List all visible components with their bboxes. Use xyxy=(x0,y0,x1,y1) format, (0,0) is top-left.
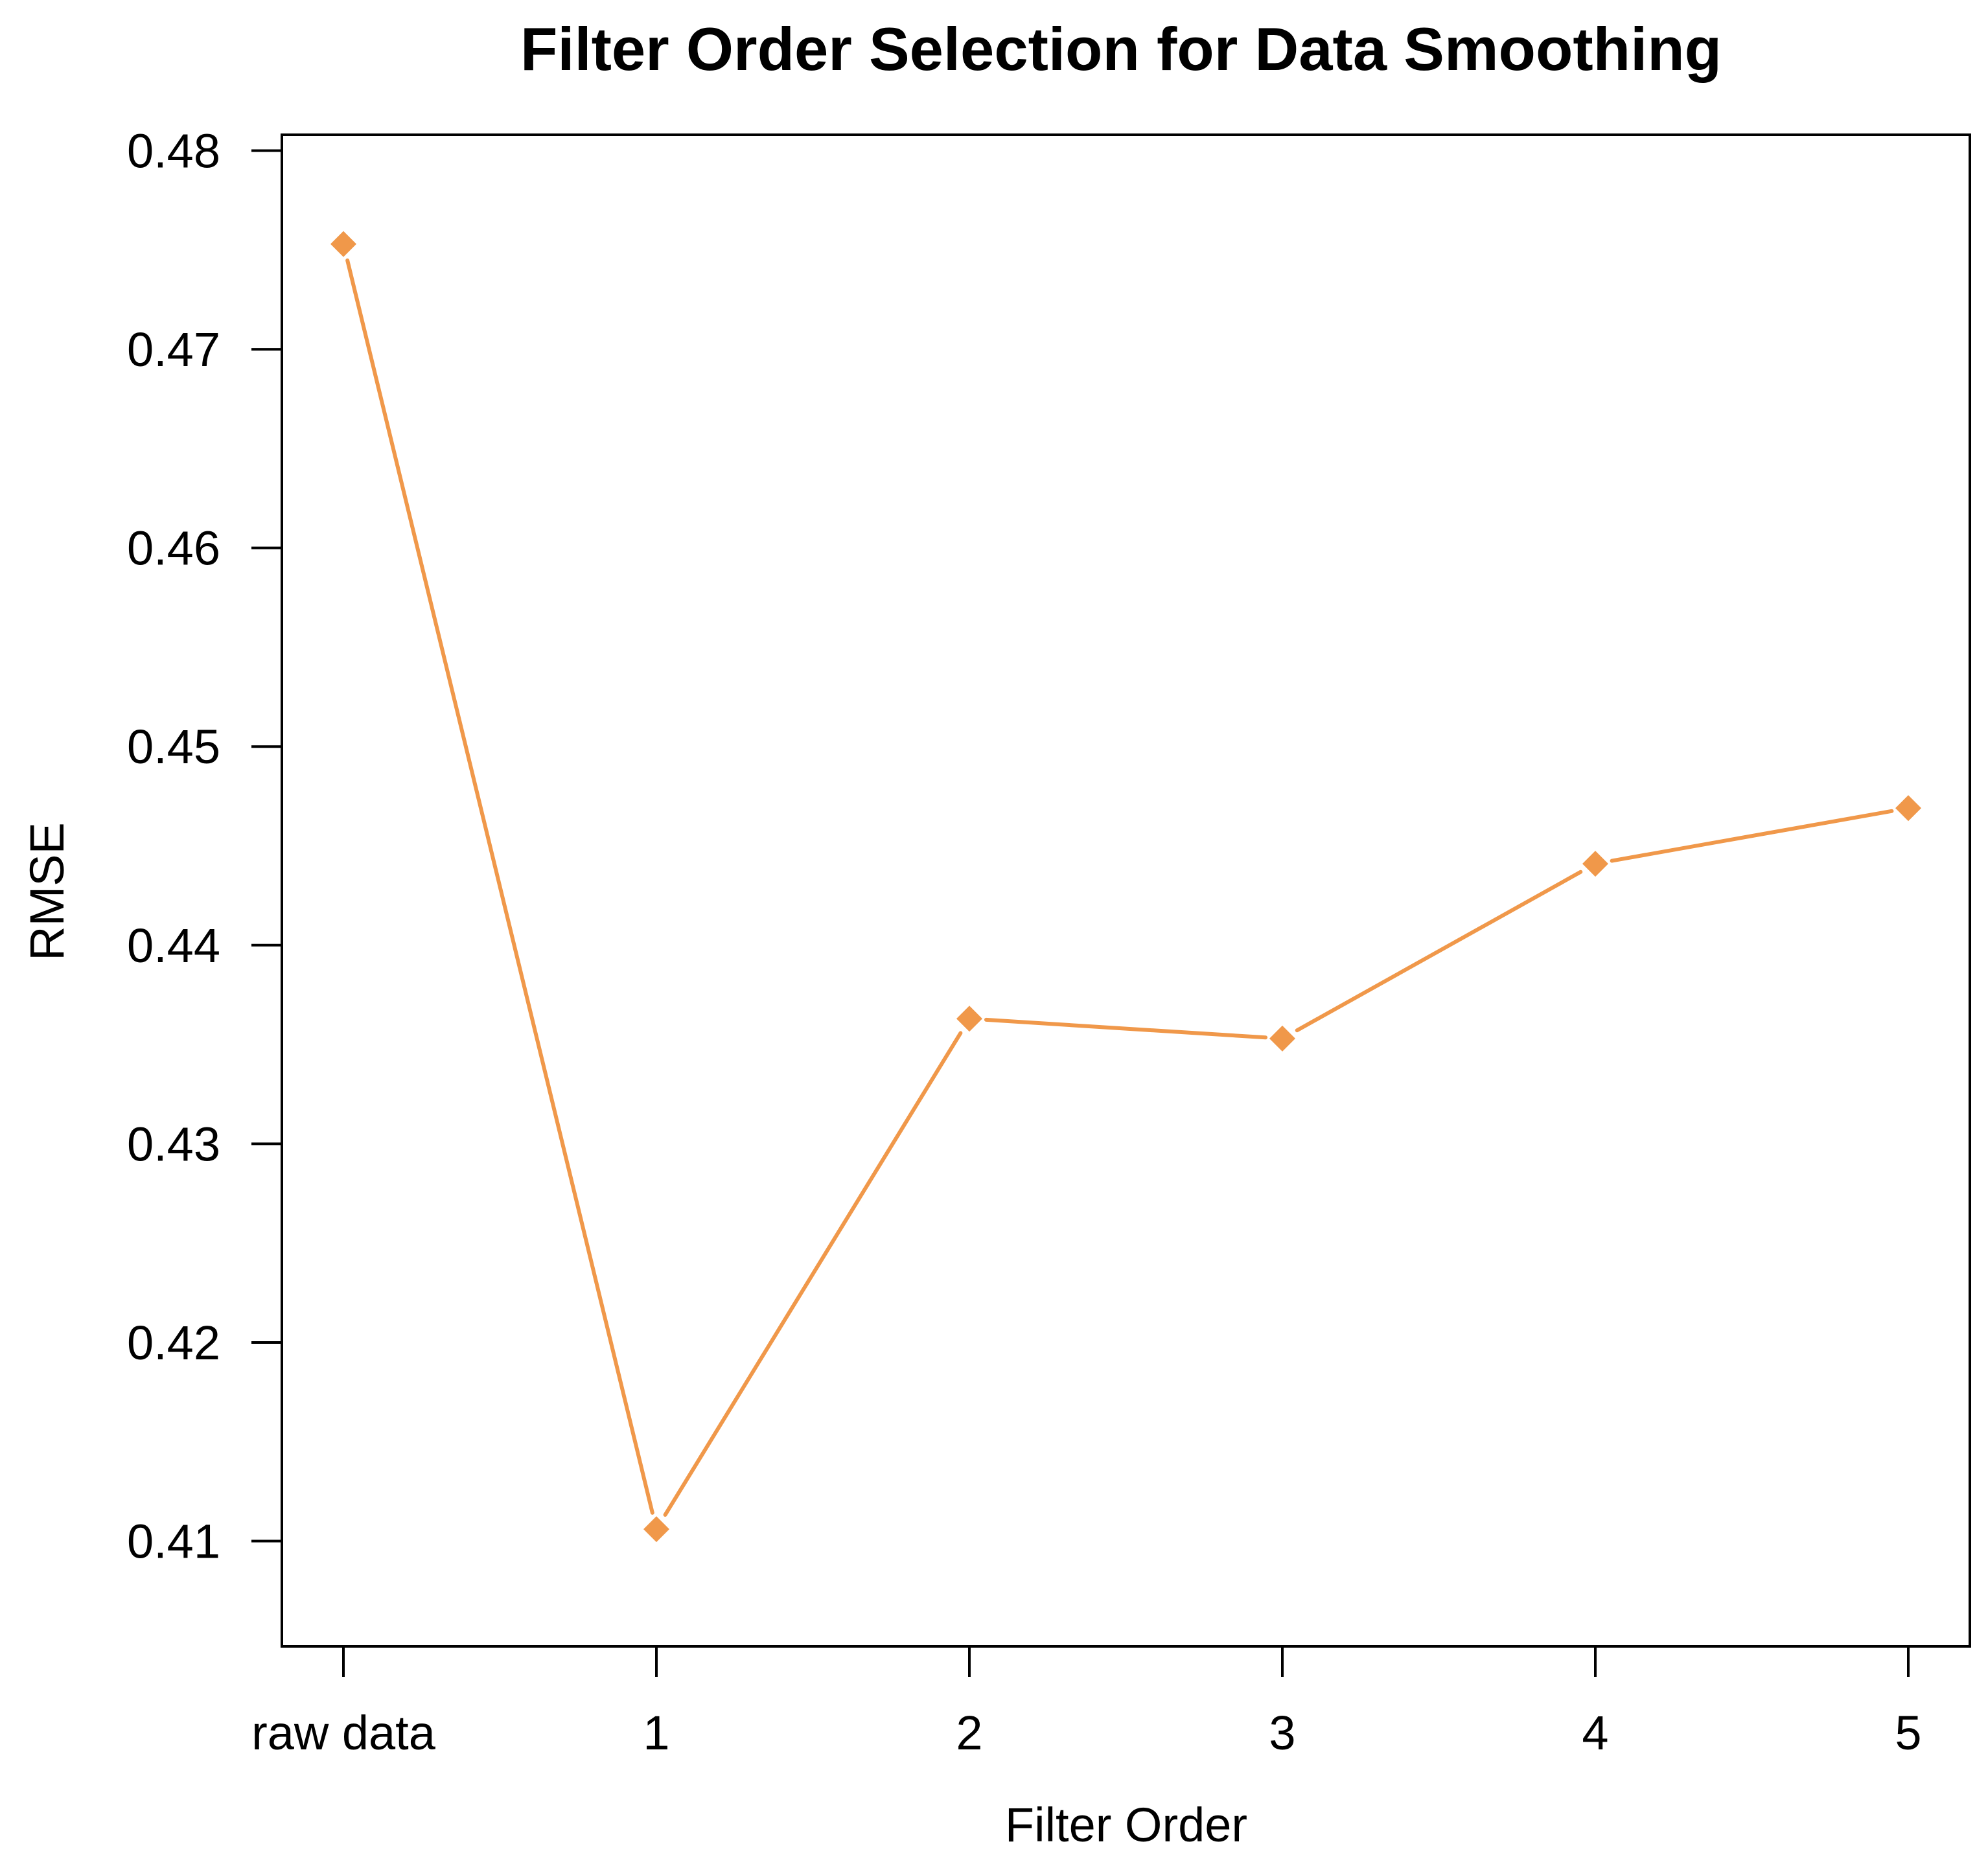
x-tick-label: 1 xyxy=(643,1706,669,1760)
y-tick-label: 0.48 xyxy=(127,124,220,178)
series-line-segment xyxy=(1610,809,1894,863)
x-tick-label: raw data xyxy=(251,1706,436,1760)
series-line-segment xyxy=(1295,870,1583,1033)
series-line-segment xyxy=(663,1031,963,1517)
y-tick-label: 0.47 xyxy=(127,323,220,376)
x-tick-label: 4 xyxy=(1582,1706,1608,1760)
data-point-marker xyxy=(1582,851,1608,877)
y-tick-label: 0.45 xyxy=(127,720,220,774)
y-tick-label: 0.42 xyxy=(127,1316,220,1370)
x-axis: raw data 1 2 3 4 5 xyxy=(251,1645,1922,1760)
y-tick-label: 0.43 xyxy=(127,1117,220,1171)
x-axis-label: Filter Order xyxy=(1005,1798,1247,1852)
data-point-marker xyxy=(643,1516,669,1543)
y-axis-label: RMSE xyxy=(20,822,74,961)
data-point-marker xyxy=(1895,795,1921,822)
x-tick-label: 2 xyxy=(956,1706,982,1760)
series-line-segment xyxy=(984,1017,1268,1040)
chart-title: Filter Order Selection for Data Smoothin… xyxy=(520,15,1722,83)
data-point-marker xyxy=(1269,1025,1295,1052)
y-axis: 0.41 0.42 0.43 0.44 0.45 0.46 0.47 0.48 xyxy=(127,124,283,1569)
x-tick-label: 3 xyxy=(1269,1706,1295,1760)
series-line-segment xyxy=(345,258,654,1515)
y-tick-label: 0.46 xyxy=(127,522,220,575)
y-tick-label: 0.41 xyxy=(127,1515,220,1569)
x-tick-label: 5 xyxy=(1895,1706,1921,1760)
data-point-marker xyxy=(330,231,356,257)
series-layer xyxy=(330,231,1921,1543)
data-point-marker xyxy=(956,1006,982,1032)
y-tick-label: 0.44 xyxy=(127,919,220,973)
